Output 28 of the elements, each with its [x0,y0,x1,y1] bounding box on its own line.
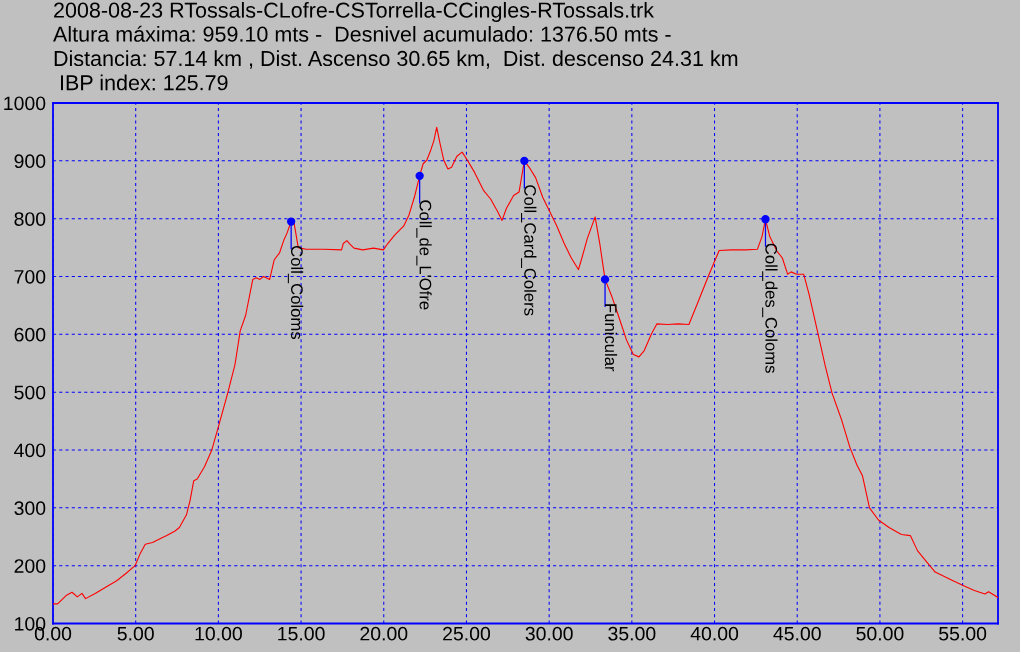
chart-title: 2008-08-23 RTossals-CLofre-CSTorrella-CCingles-RTossals.trk [54,1,655,23]
y-tick-label: 900 [14,154,46,169]
y-tick-label: 700 [14,269,46,284]
x-tick-label: 10.00 [195,626,242,641]
line-series [53,126,998,605]
annotation: Coll_Coloms [287,246,304,340]
y-tick-label: 300 [14,501,46,516]
y-tick-label: 500 [14,385,46,400]
y-tick-label: 1000 [4,96,46,111]
x-tick-label: 15.00 [278,626,325,641]
y-tick-label: 400 [14,443,46,458]
x-tick-label: 25.00 [443,626,491,641]
x-tick-label: 35.00 [608,626,656,641]
annotation: Coll_des_Coloms [762,243,778,373]
x-tick-label: 50.00 [856,626,904,641]
y-tick-label: 800 [14,212,46,226]
x-tick-label: 20.00 [360,626,408,641]
x-tick-label: 55.00 [939,626,987,641]
x-tick-label: 30.00 [525,626,573,641]
y-tick-label: 600 [14,327,46,342]
x-tick-label: 5.00 [117,626,154,641]
chart-subtitle: Altura máxima: 959.10 mts - Desnivel acumulado: 1376.50 mts - Distancia: 57.14 km , Dist. Ascenso 30.65 km, Dist. descenso 24.31 km IBP index: 125.79 [53,25,738,91]
annotation: Funicular [604,304,618,372]
annotation: Coll_Card_Colers [521,185,537,316]
annotation: Coll_de_L'Ofre [416,200,432,310]
y-tick-label: 200 [14,559,46,573]
x-tick-label: 45.00 [773,626,821,641]
x-tick-label: 40.00 [690,626,739,641]
